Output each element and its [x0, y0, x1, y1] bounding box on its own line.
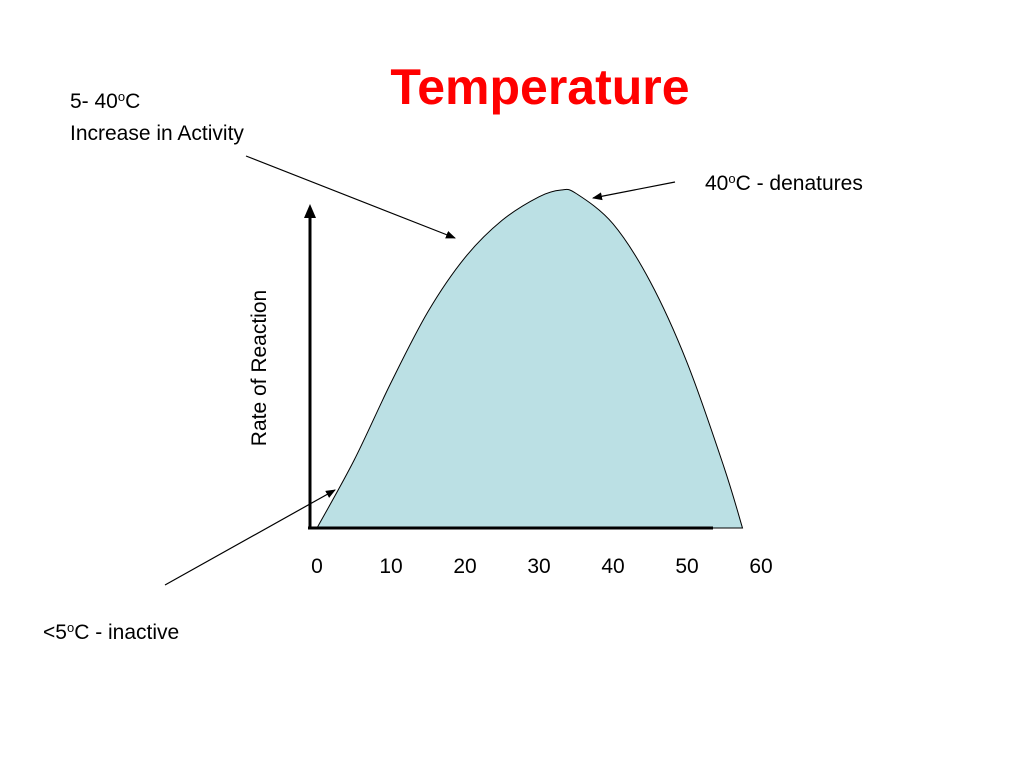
- x-tick-label: 10: [379, 555, 403, 578]
- annotation-increase-activity: 5- 40oC Increase in Activity: [70, 89, 244, 145]
- x-tick-label: 0: [311, 555, 323, 578]
- y-axis-arrow-icon: [304, 204, 316, 218]
- page-title: Temperature: [390, 59, 690, 115]
- x-tick-label: 50: [675, 555, 699, 578]
- arrow-denatures: [592, 181, 676, 201]
- rate-curve-area: [316, 188, 744, 529]
- x-tick-label: 20: [453, 555, 477, 578]
- arrow-inactive: [164, 489, 336, 586]
- x-tick-label: 60: [749, 555, 773, 578]
- arrow-increase-activity: [245, 155, 456, 239]
- x-tick-label: 30: [527, 555, 551, 578]
- annotation-denatures: 40oC - denatures: [705, 171, 863, 195]
- annotation-inactive: <5oC - inactive: [43, 620, 180, 644]
- x-tick-label: 40: [601, 555, 625, 578]
